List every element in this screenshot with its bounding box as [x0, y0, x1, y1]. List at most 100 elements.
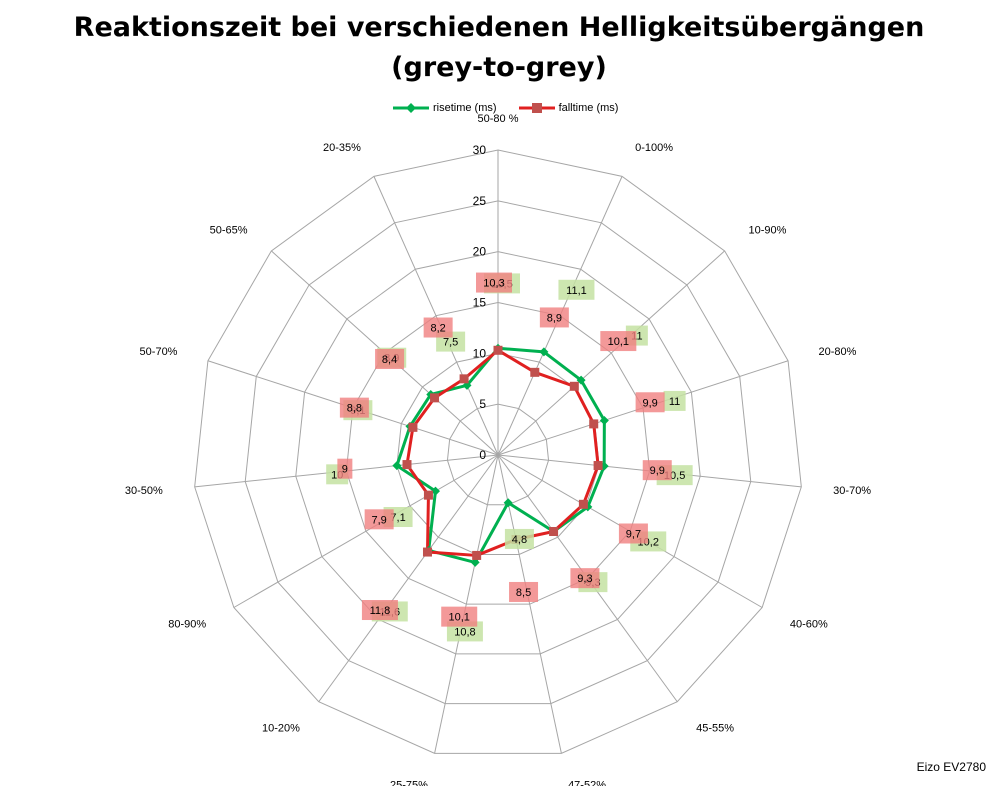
- falltime-data-label: 8,8: [347, 403, 362, 415]
- risetime-marker: [576, 375, 586, 385]
- grid-ring: [194, 149, 802, 754]
- falltime-label-bg: [339, 397, 369, 418]
- legend-item-risetime: risetime (ms): [393, 101, 497, 115]
- falltime-data-label: 9,3: [577, 573, 592, 585]
- chart-title-line2: (grey-to-grey): [391, 52, 607, 83]
- r-tick-label: 15: [473, 296, 487, 310]
- legend-swatch-risetime: [393, 103, 429, 113]
- falltime-label-bg: [476, 272, 512, 293]
- falltime-data-label: 7,9: [371, 514, 386, 526]
- falltime-marker: [578, 499, 588, 509]
- falltime-marker: [493, 345, 503, 355]
- risetime-data-label: 4,8: [512, 534, 527, 546]
- falltime-label-bg: [539, 307, 569, 328]
- falltime-label-bg: [337, 458, 353, 479]
- category-label: 20-35%: [323, 142, 361, 154]
- falltime-label-bg: [642, 460, 672, 481]
- falltime-data-label: 8,9: [547, 312, 562, 324]
- monitor-note: Eizo EV2780: [916, 760, 986, 774]
- risetime-data-label: 11: [669, 396, 680, 408]
- category-label: 50-80 %: [478, 113, 519, 125]
- legend-swatch-falltime: [518, 103, 555, 113]
- risetime-data-label: 11: [631, 331, 642, 343]
- category-label: 47-52%: [568, 780, 606, 786]
- falltime-marker: [593, 461, 603, 471]
- falltime-marker: [549, 526, 559, 536]
- falltime-marker: [408, 422, 418, 432]
- falltime-marker: [569, 381, 579, 391]
- falltime-label-bg: [509, 581, 539, 602]
- grid-ring: [295, 251, 701, 655]
- falltime-label-bg: [635, 392, 665, 413]
- grid-ring: [446, 403, 550, 506]
- falltime-data-label: 9,9: [650, 465, 665, 477]
- falltime-label-bg: [618, 523, 648, 544]
- r-tick-label: 25: [473, 194, 487, 208]
- grid-ring: [244, 200, 752, 705]
- risetime-marker: [503, 498, 513, 508]
- risetime-data-label: 10,8: [454, 626, 475, 638]
- falltime-label-bg: [364, 509, 394, 530]
- falltime-marker: [472, 550, 482, 560]
- risetime-label-bg: [663, 390, 686, 411]
- category-label: 10-90%: [748, 224, 786, 236]
- r-tick-label: 30: [473, 143, 487, 157]
- falltime-data-label: 10,1: [449, 612, 470, 624]
- falltime-marker: [402, 460, 412, 470]
- category-label: 30-70%: [833, 485, 871, 497]
- category-label: 40-60%: [790, 619, 828, 631]
- risetime-line: [395, 346, 606, 564]
- category-label: 30-50%: [125, 485, 163, 497]
- grid-spoke: [373, 176, 499, 456]
- legend-label-risetime: risetime (ms): [433, 102, 497, 114]
- chart-legend: risetime (ms) falltime (ms): [393, 101, 640, 115]
- falltime-data-label: 10,3: [483, 278, 504, 290]
- legend-item-falltime: falltime (ms): [518, 101, 619, 115]
- falltime-line: [405, 348, 600, 557]
- grid-spoke: [497, 250, 725, 456]
- falltime-label-bg: [361, 600, 398, 621]
- risetime-label-bg: [504, 528, 534, 549]
- falltime-label-bg: [423, 317, 453, 338]
- risetime-data-label: 7,5: [443, 337, 458, 349]
- category-label: 45-55%: [696, 723, 734, 735]
- falltime-marker: [423, 490, 433, 500]
- category-label: 25-75%: [390, 780, 428, 786]
- falltime-data-label: 11,8: [370, 605, 391, 617]
- falltime-marker: [430, 393, 440, 403]
- falltime-label-bg: [441, 606, 478, 627]
- risetime-marker: [470, 557, 480, 567]
- risetime-data-label: 7,1: [390, 512, 405, 524]
- falltime-data-label: 8,4: [382, 354, 397, 366]
- falltime-data-label: 9: [342, 464, 348, 476]
- grid-spoke: [434, 454, 499, 754]
- risetime-marker: [599, 415, 609, 425]
- category-label: 80-90%: [168, 619, 206, 631]
- grid-spoke: [318, 454, 499, 703]
- r-tick-label: 0: [479, 448, 486, 462]
- r-tick-label: 10: [473, 346, 487, 360]
- risetime-label-bg: [558, 279, 595, 300]
- falltime-marker: [589, 419, 599, 429]
- falltime-label-bg: [570, 568, 600, 589]
- category-label: 50-65%: [210, 224, 248, 236]
- grid-spoke: [233, 454, 499, 608]
- category-label: 20-80%: [819, 346, 857, 358]
- falltime-data-label: 8,5: [516, 587, 531, 599]
- falltime-label-bg: [600, 331, 637, 352]
- risetime-marker: [539, 347, 549, 357]
- risetime-data-label: 11,1: [566, 285, 587, 297]
- category-label: 0-100%: [635, 142, 673, 154]
- falltime-marker: [459, 374, 469, 384]
- falltime-label-bg: [375, 348, 405, 369]
- legend-label-falltime: falltime (ms): [558, 102, 619, 114]
- category-label: 50-70%: [140, 346, 178, 358]
- falltime-data-label: 10,1: [608, 336, 629, 348]
- risetime-marker: [430, 486, 440, 496]
- chart-title-line1: Reaktionszeit bei verschiedenen Helligke…: [73, 12, 925, 43]
- risetime-marker: [392, 461, 402, 471]
- r-tick-label: 20: [473, 245, 487, 259]
- falltime-data-label: 9,9: [642, 397, 657, 409]
- falltime-marker: [422, 547, 432, 557]
